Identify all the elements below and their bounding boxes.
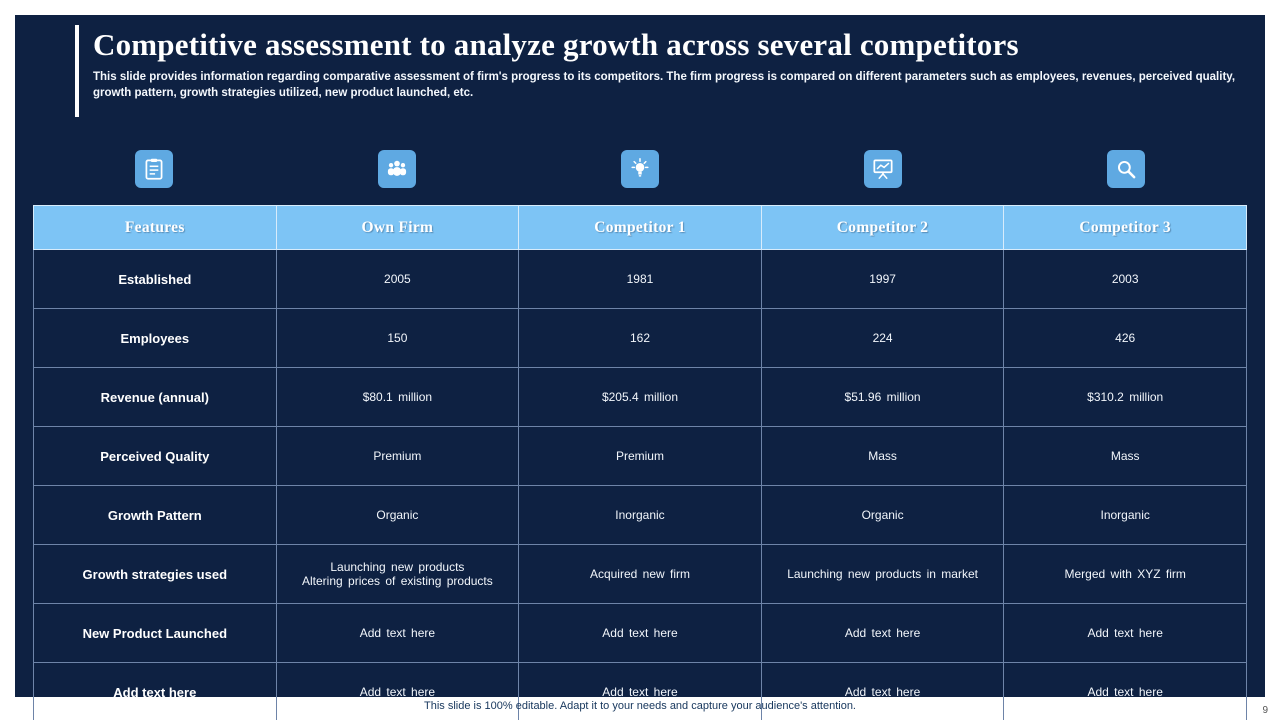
title-block: Competitive assessment to analyze growth… xyxy=(75,25,1245,117)
table-cell: Add text here xyxy=(760,662,1005,720)
row-label: Add text here xyxy=(33,662,277,720)
table-cell: Add text here xyxy=(275,662,520,720)
header-competitor-3: Competitor 3 xyxy=(1003,205,1247,250)
table-cell: Premium xyxy=(275,426,520,486)
icons-row xyxy=(33,150,1247,188)
slide-subtitle: This slide provides information regardin… xyxy=(93,70,1236,99)
table-cell: Mass xyxy=(1003,426,1247,486)
team-icon xyxy=(378,150,417,188)
table-cell: Mass xyxy=(760,426,1005,486)
table-row: Revenue (annual) $80.1 million $205.4 mi… xyxy=(33,367,1247,427)
comparison-table: Features Own Firm Competitor 1 Competito… xyxy=(33,205,1247,720)
header-own-firm: Own Firm xyxy=(275,205,520,250)
table-cell: $80.1 million xyxy=(275,367,520,427)
search-icon xyxy=(1106,150,1145,188)
row-label: New Product Launched xyxy=(33,603,277,663)
table-row: Growth strategies used Launching new pro… xyxy=(33,544,1247,604)
icon-cell-own-firm xyxy=(276,150,519,188)
header-features: Features xyxy=(33,205,277,250)
table-row: Growth Pattern Organic Inorganic Organic… xyxy=(33,485,1247,545)
icon-cell-competitor-1 xyxy=(519,150,762,188)
table-cell: $51.96 million xyxy=(760,367,1005,427)
table-row: Perceived Quality Premium Premium Mass M… xyxy=(33,426,1247,486)
table-cell: Inorganic xyxy=(1003,485,1247,545)
footer-note: This slide is 100% editable. Adapt it to… xyxy=(424,700,856,712)
table-row: Established 2005 1981 1997 2003 xyxy=(33,249,1247,309)
slide-title: Competitive assessment to analyze growth… xyxy=(93,27,1019,62)
table-cell: 162 xyxy=(518,308,762,368)
table-cell: Add text here xyxy=(518,603,762,663)
header-competitor-1: Competitor 1 xyxy=(518,205,762,250)
slide: Competitive assessment to analyze growth… xyxy=(15,15,1265,720)
table-cell: Acquired new firm xyxy=(518,544,762,604)
table-row: Employees 150 162 224 426 xyxy=(33,308,1247,368)
table-cell: 150 xyxy=(275,308,520,368)
icon-cell-competitor-2 xyxy=(761,150,1004,188)
table-cell: Merged with XYZ firm xyxy=(1003,544,1247,604)
table-cell: Add text here xyxy=(275,603,520,663)
table-cell: Add text here xyxy=(1003,603,1247,663)
page-number: 9 xyxy=(1262,705,1268,716)
table-cell: 2003 xyxy=(1003,249,1247,309)
row-label: Perceived Quality xyxy=(33,426,277,486)
table-cell: Organic xyxy=(275,485,520,545)
clipboard-icon xyxy=(135,150,174,188)
row-label: Revenue (annual) xyxy=(33,367,277,427)
table-cell: Add text here xyxy=(1003,662,1247,720)
table-cell: $310.2 million xyxy=(1003,367,1247,427)
icon-cell-features xyxy=(33,150,276,188)
title-accent-bar xyxy=(75,25,79,117)
table-cell: 1981 xyxy=(518,249,762,309)
table-cell: 426 xyxy=(1003,308,1247,368)
row-label: Growth strategies used xyxy=(33,544,277,604)
row-label: Employees xyxy=(33,308,277,368)
table-cell: Inorganic xyxy=(518,485,762,545)
row-label: Established xyxy=(33,249,277,309)
table-cell: Launching new products Altering prices o… xyxy=(275,544,520,604)
comparison-table-wrap: Features Own Firm Competitor 1 Competito… xyxy=(33,205,1247,720)
icon-cell-competitor-3 xyxy=(1004,150,1247,188)
table-cell: Launching new products in market xyxy=(760,544,1005,604)
table-cell: Add text here xyxy=(518,662,762,720)
table-header-row: Features Own Firm Competitor 1 Competito… xyxy=(33,205,1247,250)
table-cell: Add text here xyxy=(760,603,1005,663)
table-cell: Organic xyxy=(760,485,1005,545)
header-competitor-2: Competitor 2 xyxy=(760,205,1005,250)
table-cell: 224 xyxy=(760,308,1005,368)
table-cell: Premium xyxy=(518,426,762,486)
table-cell: 1997 xyxy=(760,249,1005,309)
table-row: New Product Launched Add text here Add t… xyxy=(33,603,1247,663)
table-cell: 2005 xyxy=(275,249,520,309)
chart-icon xyxy=(863,150,902,188)
table-cell: $205.4 million xyxy=(518,367,762,427)
table-row: Add text here Add text here Add text her… xyxy=(33,662,1247,720)
row-label: Growth Pattern xyxy=(33,485,277,545)
idea-icon xyxy=(620,150,659,188)
